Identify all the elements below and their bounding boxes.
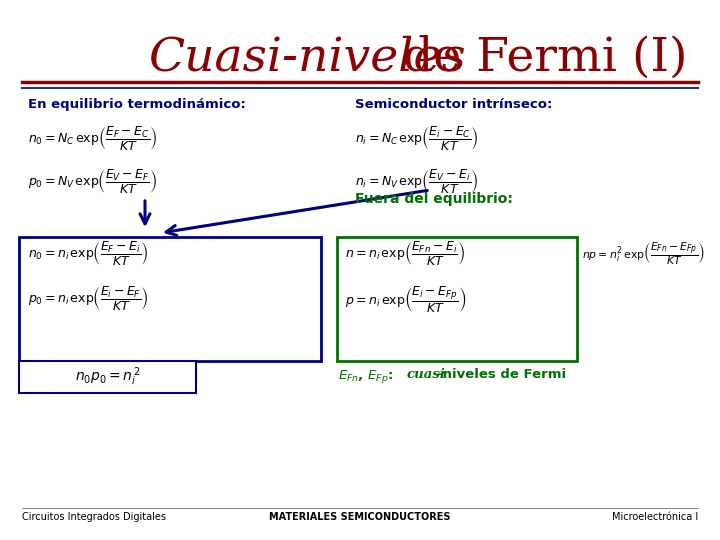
Text: cuasi: cuasi bbox=[407, 368, 446, 381]
Text: MATERIALES SEMICONDUCTORES: MATERIALES SEMICONDUCTORES bbox=[269, 512, 451, 522]
Text: -niveles de Fermi: -niveles de Fermi bbox=[437, 368, 566, 381]
Text: $n_0 = N_C\,\exp\!\left(\dfrac{E_F - E_C}{KT}\right)$: $n_0 = N_C\,\exp\!\left(\dfrac{E_F - E_C… bbox=[28, 125, 158, 153]
Text: de Fermi (I): de Fermi (I) bbox=[388, 35, 688, 80]
Text: $n_0 p_0 = n_i^{\,2}$: $n_0 p_0 = n_i^{\,2}$ bbox=[75, 365, 141, 388]
Text: $np = n_i^2\,\exp\!\left(\dfrac{E_{Fn} - E_{Fp}}{KT}\right)$: $np = n_i^2\,\exp\!\left(\dfrac{E_{Fn} -… bbox=[582, 240, 705, 267]
Text: $p_0 = N_V\,\exp\!\left(\dfrac{E_V - E_F}{KT}\right)$: $p_0 = N_V\,\exp\!\left(\dfrac{E_V - E_F… bbox=[28, 168, 157, 196]
Text: Fuera del equilibrio:: Fuera del equilibrio: bbox=[355, 192, 513, 206]
Text: Microelectrónica I: Microelectrónica I bbox=[612, 512, 698, 522]
Text: $p = n_i\,\exp\!\left(\dfrac{E_i - E_{Fp}}{KT}\right)$: $p = n_i\,\exp\!\left(\dfrac{E_i - E_{Fp… bbox=[345, 285, 467, 315]
FancyBboxPatch shape bbox=[337, 237, 577, 361]
Text: $n_i = N_C\,\exp\!\left(\dfrac{E_i - E_C}{KT}\right)$: $n_i = N_C\,\exp\!\left(\dfrac{E_i - E_C… bbox=[355, 125, 479, 153]
Text: Cuasi-niveles: Cuasi-niveles bbox=[148, 35, 466, 80]
Text: Semiconductor intrínseco:: Semiconductor intrínseco: bbox=[355, 98, 552, 111]
Text: Circuitos Integrados Digitales: Circuitos Integrados Digitales bbox=[22, 512, 166, 522]
Text: En equilibrio termodinámico:: En equilibrio termodinámico: bbox=[28, 98, 246, 111]
Text: $E_{Fn}$, $E_{Fp}$:: $E_{Fn}$, $E_{Fp}$: bbox=[338, 368, 395, 385]
FancyBboxPatch shape bbox=[19, 361, 196, 393]
Text: $n_0 = n_i\,\exp\!\left(\dfrac{E_F - E_i}{KT}\right)$: $n_0 = n_i\,\exp\!\left(\dfrac{E_F - E_i… bbox=[28, 240, 148, 268]
FancyBboxPatch shape bbox=[19, 237, 321, 361]
Text: $n_i = N_V\,\exp\!\left(\dfrac{E_V - E_i}{KT}\right)$: $n_i = N_V\,\exp\!\left(\dfrac{E_V - E_i… bbox=[355, 168, 478, 196]
Text: $p_0 = n_i\,\exp\!\left(\dfrac{E_i - E_F}{KT}\right)$: $p_0 = n_i\,\exp\!\left(\dfrac{E_i - E_F… bbox=[28, 285, 149, 313]
Text: $n = n_i\,\exp\!\left(\dfrac{E_{Fn} - E_i}{KT}\right)$: $n = n_i\,\exp\!\left(\dfrac{E_{Fn} - E_… bbox=[345, 240, 465, 268]
